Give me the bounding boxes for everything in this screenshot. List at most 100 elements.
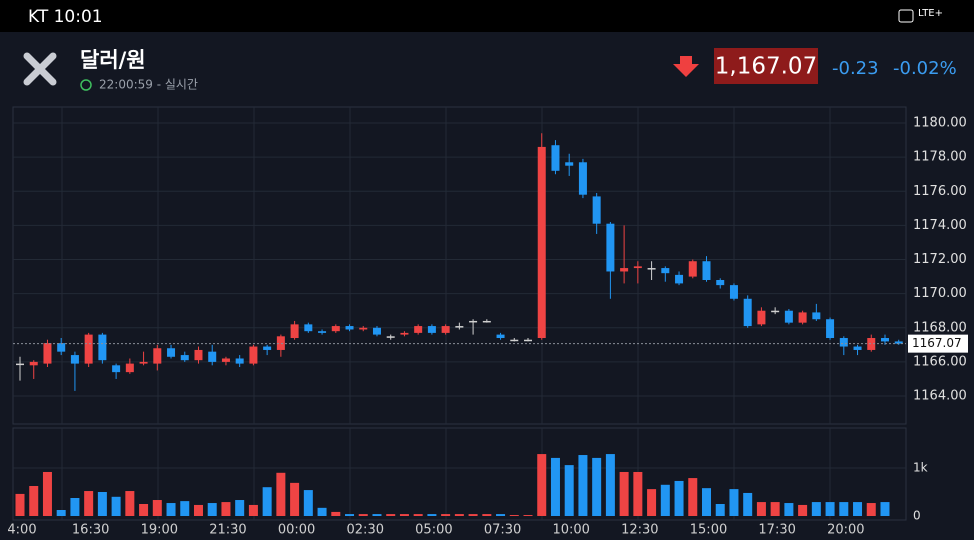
volume-bar	[42, 471, 52, 516]
x-tick-label: 16:30	[72, 523, 109, 538]
volume-bar	[523, 515, 533, 516]
change-percent: -0.02%	[893, 58, 957, 79]
candle-body	[894, 341, 903, 344]
candle-body	[414, 326, 423, 333]
volume-bar	[537, 454, 547, 516]
down-arrow	[673, 56, 699, 77]
subtitle: 22:00:59 - 실시간	[99, 78, 198, 92]
candle-body	[276, 336, 285, 350]
volume-panel	[12, 427, 907, 521]
volume-bar	[798, 504, 808, 516]
candle-body	[853, 346, 862, 350]
volume-bar	[111, 496, 121, 516]
volume-bar	[207, 503, 217, 516]
volume-bar	[413, 514, 423, 516]
x-tick-label: 10:00	[552, 523, 589, 538]
candle-body	[757, 310, 766, 325]
candle-body	[43, 343, 52, 364]
volume-bar	[441, 514, 451, 516]
candle-body	[524, 339, 533, 342]
candle-body	[633, 266, 642, 269]
volume-bar	[866, 503, 876, 516]
volume-tick-label: 1k	[913, 460, 928, 474]
hd-icon	[898, 9, 914, 23]
candle-body	[372, 327, 381, 335]
volume-bar	[674, 480, 684, 516]
volume-bar	[647, 489, 657, 516]
volume-bar	[482, 514, 492, 516]
candle-body	[469, 320, 478, 323]
candle-body	[84, 334, 93, 364]
candle-body	[400, 332, 409, 335]
status-bar	[0, 0, 974, 32]
x-tick-label: 4:00	[7, 523, 36, 538]
candle-body	[620, 268, 629, 272]
volume-bar	[56, 509, 66, 516]
candle-body	[331, 326, 340, 332]
candle-body	[139, 361, 148, 364]
volume-bar	[166, 503, 176, 516]
volume-bar	[839, 502, 849, 516]
candle-body	[661, 268, 670, 274]
candle-body	[249, 346, 258, 364]
volume-bar	[660, 484, 670, 516]
volume-bar	[770, 502, 780, 516]
volume-bar	[509, 515, 519, 516]
volume-bar	[276, 472, 286, 516]
candle-body	[70, 355, 79, 364]
volume-bar	[358, 514, 368, 516]
volume-bar	[454, 514, 464, 516]
volume-bar	[235, 500, 245, 516]
candle-body	[427, 326, 436, 333]
volume-bar	[715, 503, 725, 516]
volume-bar	[853, 502, 863, 516]
x-tick-label: 05:00	[415, 523, 452, 538]
volume-bar	[564, 465, 574, 516]
price: 1,167.07	[715, 54, 817, 80]
volume-bar	[221, 502, 231, 516]
candle-body	[125, 363, 134, 373]
volume-bar	[729, 489, 739, 516]
x-tick-label: 07:30	[484, 523, 521, 538]
candle-body	[729, 285, 738, 299]
volume-bar	[180, 501, 190, 516]
candle-body	[826, 319, 835, 339]
y-tick-label: 1174.00	[913, 218, 967, 233]
volume-bar	[468, 514, 478, 516]
volume-bar	[880, 502, 890, 516]
candle-body	[702, 261, 711, 281]
x-tick-label: 17:30	[758, 523, 795, 538]
close-button[interactable]	[23, 52, 57, 86]
volume-bar	[605, 454, 615, 516]
x-tick-label: 00:00	[278, 523, 315, 538]
volume-bar	[592, 457, 602, 516]
volume-bar	[303, 490, 313, 516]
candle-body	[455, 326, 464, 328]
volume-bar	[825, 502, 835, 516]
volume-bar	[139, 503, 149, 516]
candle-body	[386, 336, 395, 338]
volume-bar	[15, 493, 25, 516]
x-tick-label: 20:00	[827, 523, 864, 538]
y-tick-label: 1178.00	[913, 150, 967, 165]
candle-body	[29, 361, 38, 366]
volume-bar	[70, 497, 80, 516]
current-price-box	[908, 334, 968, 353]
candle-body	[675, 274, 684, 284]
candle-body	[16, 363, 24, 366]
price-box	[714, 48, 818, 84]
volume-bar	[743, 492, 753, 516]
candle-body	[318, 331, 327, 333]
candle-body	[112, 365, 121, 373]
title: 달러/원	[80, 48, 146, 72]
y-tick-label: 1166.00	[913, 354, 967, 369]
candle-body	[743, 298, 752, 327]
x-tick-label: 15:00	[690, 523, 727, 538]
candle-body	[647, 268, 656, 270]
x-tick-label: 12:30	[621, 523, 658, 538]
volume-bar	[496, 514, 506, 516]
y-tick-label: 1168.00	[913, 320, 967, 335]
candle-body	[235, 358, 244, 364]
candle-body	[771, 310, 780, 313]
